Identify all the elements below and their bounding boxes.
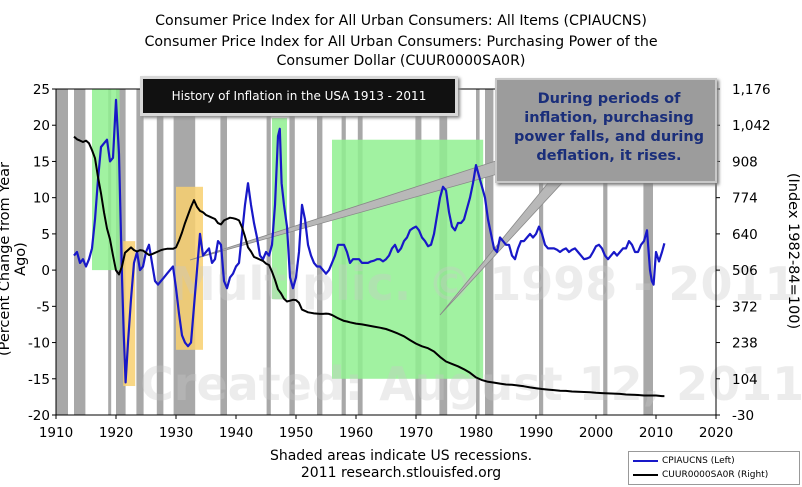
legend-swatch-cpi [633,460,658,462]
y-axis-right-label: (Index 1982-84=100) [785,172,801,330]
cpi-series-line [73,98,666,384]
y-right-tick-label: 640 [732,227,758,243]
recession-bar [220,89,227,415]
y-right-tick-label: 1,042 [732,118,771,134]
x-tick-label: 1960 [339,425,373,441]
x-tick-label: 1980 [459,425,493,441]
recession-bar [136,89,144,415]
y-left-tick-label: 15 [33,154,50,170]
chart-legend: CPIAUCNS (Left) CUUR0000SA0R (Right) [628,451,800,485]
recession-bar [317,89,323,415]
y-axis-left-label: (Percent Change from Year Ago) [0,162,29,357]
y-right-tick-label: 1,176 [732,82,771,98]
y-right-tick-label: 372 [732,299,758,315]
x-tick-label: 1920 [99,425,133,441]
annotation-callout: During periods of inflation, purchasing … [495,78,717,183]
y-left-tick-label: -15 [28,372,50,388]
legend-swatch-purchasing-power [633,474,658,476]
recession-bar [289,89,295,415]
series-layer [73,98,666,398]
x-tick-label: 1940 [219,425,253,441]
callout-text: During periods of inflation, purchasing … [513,91,705,164]
legend-item-cpi: CPIAUCNS (Left) [633,455,735,467]
legend-item-purchasing-power: CUUR0000SA0R (Right) [633,469,768,481]
y-right-tick-label: 506 [732,263,758,279]
recession-bar [56,89,68,415]
legend-label-cpi: CPIAUCNS (Left) [662,456,735,466]
watermark-line-2: Created: August 12, 2011 [140,357,802,411]
recession-bar [74,89,86,415]
y-left-tick-label: 5 [41,227,50,243]
x-tick-label: 1910 [39,425,73,441]
y-right-tick-label: 908 [732,154,758,170]
legend-label-purchasing-power: CUUR0000SA0R (Right) [662,470,769,480]
x-tick-label: 1950 [279,425,313,441]
recession-bar [156,89,164,415]
x-tick-label: 1970 [399,425,433,441]
recession-bar [485,89,494,415]
y-left-tick-label: -5 [37,299,50,315]
recession-bar [539,89,544,415]
x-tick-label: 1930 [159,425,193,441]
x-tick-label: 1990 [519,425,553,441]
y-left-tick-label: 25 [33,82,50,98]
x-tick-label: 2010 [639,425,673,441]
y-left-tick-label: -10 [28,336,50,352]
y-left-tick-label: 0 [41,263,50,279]
y-right-tick-label: 104 [732,372,758,388]
purchasing-power-series-line [73,135,665,398]
y-right-tick-label: 774 [732,191,758,207]
y-left-tick-label: 10 [33,191,50,207]
x-tick-label: 2020 [699,425,733,441]
chart-banner: History of Inflation in the USA 1913 - 2… [140,76,458,116]
y-right-tick-label: -30 [732,408,754,424]
footer-source: 2011 research.stlouisfed.org [300,465,502,481]
x-tick-label: 2000 [579,425,613,441]
chart-title-line-3: Consumer Dollar (CUUR0000SA0R) [276,53,526,69]
chart-title-line-2: Consumer Price Index for All Urban Consu… [144,34,658,50]
callout-pointers [189,157,563,316]
y-right-tick-label: 238 [732,336,758,352]
y-left-tick-label: -20 [28,408,50,424]
recession-bar [603,89,608,415]
recession-bar [266,89,271,415]
y-left-tick-label: 20 [33,118,50,134]
axis-layer: 25 20 15 10 5 0 -5 -10 -15 -20 1,176 1,042 908 774 640… [28,82,771,441]
footer-note: Shaded areas indicate US recessions. [269,448,533,464]
chart-title-line-1: Consumer Price Index for All Urban Consu… [155,13,647,29]
